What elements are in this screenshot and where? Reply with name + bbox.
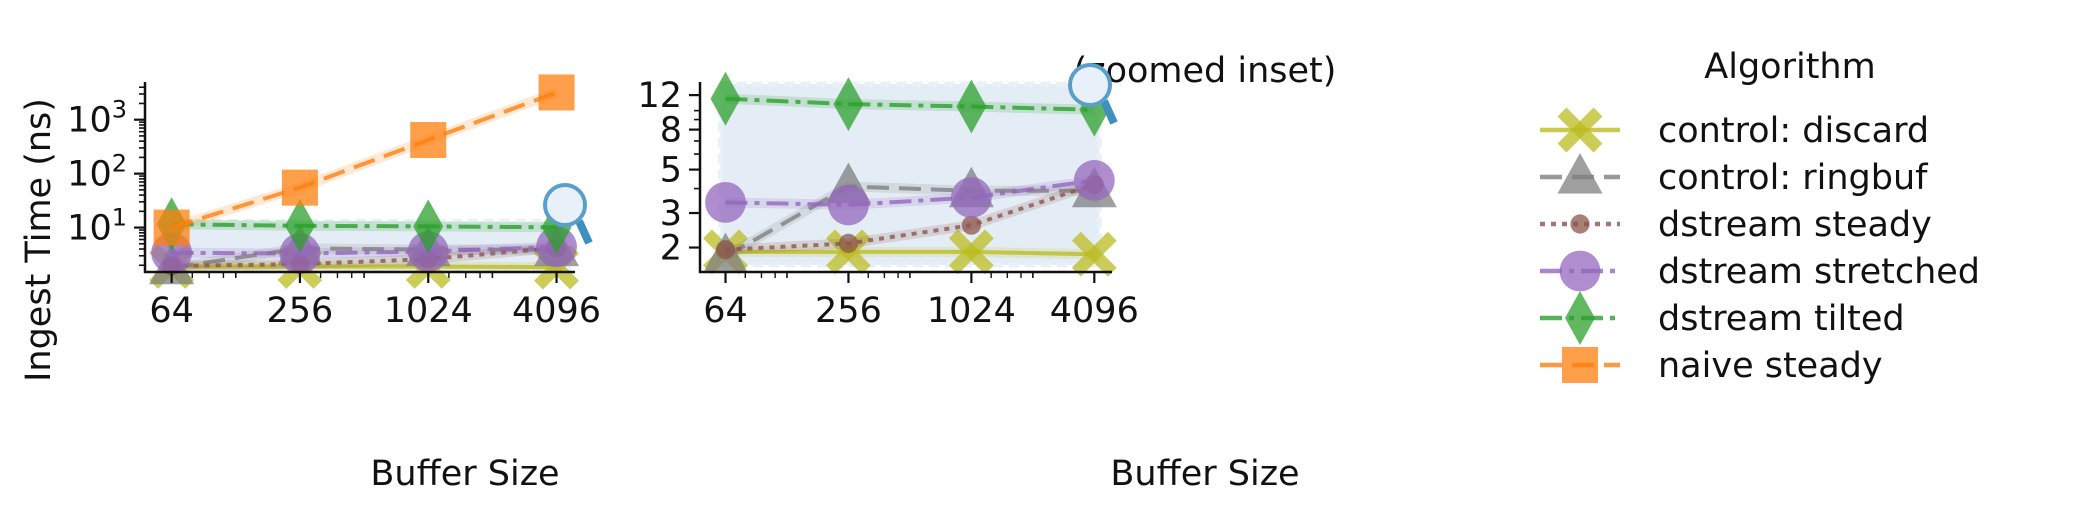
series-band [170, 87, 559, 233]
legend-item-control-discard: control: discard [1540, 107, 1929, 153]
y-tick-label: 102 [67, 150, 127, 195]
magnifier-icon [543, 183, 593, 245]
series-line [725, 178, 1095, 207]
inset-chart-xlabel: Buffer Size [1110, 454, 1299, 494]
legend-label: naive steady [1658, 346, 1883, 386]
legend-title: Algorithm [1704, 47, 1875, 87]
series-line [725, 182, 1095, 252]
legend-label: dstream stretched [1658, 252, 1980, 292]
y-tick-label: 3 [660, 194, 682, 234]
y-tick-label: 103 [67, 96, 127, 141]
point-control-discard-4096 [1071, 231, 1117, 277]
legend-label: dstream tilted [1658, 299, 1905, 339]
series-line [171, 244, 557, 256]
series-naive-steady [153, 74, 575, 246]
y-tick-label: 8 [660, 111, 682, 151]
legend-item-control-ringbuf: control: ringbuf [1540, 153, 1928, 198]
legend-item-naive-steady: naive steady [1540, 346, 1883, 386]
legend-label: control: discard [1658, 111, 1929, 151]
point-naive-steady-4096 [538, 74, 575, 111]
point-dstream-steady-256 [838, 233, 859, 253]
series-line [725, 249, 1095, 257]
y-tick-label: 5 [660, 151, 682, 191]
y-tick-label: 101 [67, 204, 127, 249]
point-dstream-tilted-256 [833, 77, 864, 132]
point-dstream-tilted-256 [284, 198, 315, 253]
point-naive-steady-1024 [410, 122, 447, 159]
main-chart-xlabel: Buffer Size [370, 454, 559, 494]
point-dstream-stretched-256 [279, 233, 321, 274]
diamond-marker [1565, 291, 1595, 345]
point-dstream-tilted-1024 [413, 199, 444, 254]
point-dstream-stretched-64 [705, 181, 746, 223]
x-tick-label: 1024 [927, 291, 1016, 331]
y-tick-label: 2 [660, 229, 682, 269]
x-tick-label: 4096 [512, 291, 601, 331]
legend-label: control: ringbuf [1658, 158, 1928, 198]
point-control-discard-1024 [948, 229, 994, 275]
magnifier-icon [1068, 63, 1118, 125]
legend-item-dstream-stretched: dstream stretched [1540, 250, 1980, 292]
point-dstream-stretched-1024 [950, 177, 992, 218]
series-line [171, 264, 557, 270]
y-tick-label: 12 [637, 76, 682, 116]
main-chart: 64 256 1024 4096 101 102 103 Buffer Size Inges… [19, 74, 601, 494]
magnifier-handle [575, 219, 593, 245]
x-tick-label: 64 [703, 291, 748, 331]
series-dstream-steady [715, 174, 1104, 260]
legend-item-dstream-tilted: dstream tilted [1540, 291, 1905, 345]
dot-marker [1570, 214, 1590, 234]
x-tick-label: 256 [267, 291, 334, 331]
x-tick-label: 4096 [1050, 291, 1139, 331]
legend-item-dstream-steady: dstream steady [1540, 205, 1932, 245]
series-line [171, 90, 558, 230]
series-line [725, 96, 1095, 112]
magnifier-lens [1068, 63, 1112, 107]
inset-chart-title: (zoomed inset) [1074, 51, 1337, 91]
x-tick-label: 64 [149, 291, 194, 331]
point-dstream-steady-64 [715, 240, 736, 260]
series-line [171, 245, 557, 268]
legend: Algorithm control: discard control: ringb… [1540, 47, 1980, 386]
x-marker [1557, 107, 1603, 153]
magnifier-lens [543, 183, 587, 227]
point-dstream-tilted-64 [710, 71, 741, 126]
series-dstream-stretched [705, 160, 1115, 226]
circle-marker [1559, 250, 1601, 292]
inset-region [718, 81, 1102, 268]
point-dstream-tilted-1024 [956, 79, 987, 134]
point-naive-steady-64 [153, 209, 190, 246]
main-chart-ylabel: Ingest Time (ns) [19, 98, 59, 382]
series-line [171, 222, 557, 230]
x-tick-label: 1024 [384, 291, 473, 331]
x-tick-label: 256 [815, 291, 882, 331]
point-dstream-stretched-4096 [1073, 160, 1115, 201]
point-dstream-steady-1024 [961, 215, 981, 235]
legend-label: dstream steady [1658, 205, 1932, 245]
point-dstream-stretched-256 [828, 184, 869, 226]
triangle-marker [1557, 153, 1603, 194]
point-naive-steady-256 [281, 169, 318, 206]
magnifier-handle [1100, 99, 1118, 125]
square-marker [1562, 347, 1598, 383]
